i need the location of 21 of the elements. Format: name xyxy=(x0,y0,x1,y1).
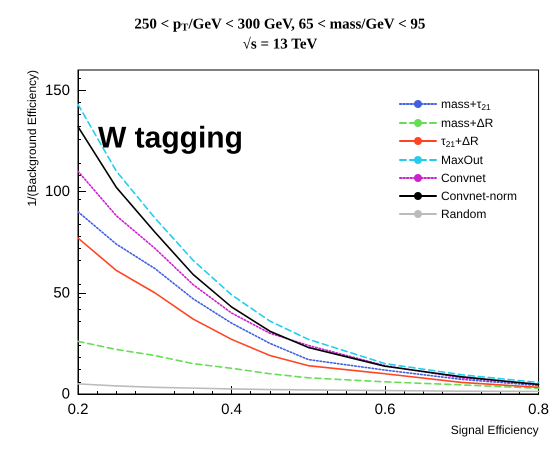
annotation: W tagging xyxy=(98,122,243,154)
chart-subtitle: √s = 13 TeV xyxy=(242,36,318,52)
legend-label: Convnet xyxy=(440,171,486,185)
legend-label: Random xyxy=(440,207,486,221)
line-series xyxy=(77,383,540,392)
line-series xyxy=(77,210,540,386)
y-axis-title: 1/(Background Efficiency) xyxy=(25,70,39,207)
line-series xyxy=(77,237,540,388)
y-tick-label: 150 xyxy=(44,82,70,99)
y-tick-label: 50 xyxy=(53,284,70,302)
legend-label: mass+ΔR xyxy=(440,116,494,130)
legend-label: MaxOut xyxy=(440,153,484,167)
line-series xyxy=(77,340,540,390)
x-tick-label: 0.4 xyxy=(221,401,242,418)
legend-label: Convnet-norm xyxy=(440,189,518,203)
x-tick-label: 0.8 xyxy=(528,401,550,418)
x-tick-label: 0.6 xyxy=(374,401,396,418)
y-tick-label: 0 xyxy=(62,386,70,402)
x-tick-label: 0.2 xyxy=(68,401,88,418)
x-axis-title: Signal Efficiency xyxy=(450,423,539,437)
y-tick-label: 100 xyxy=(44,183,70,200)
